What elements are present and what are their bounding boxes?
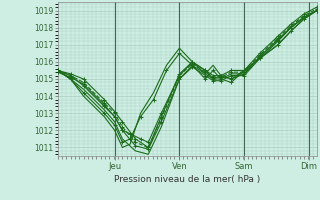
X-axis label: Pression niveau de la mer( hPa ): Pression niveau de la mer( hPa ) xyxy=(114,175,260,184)
